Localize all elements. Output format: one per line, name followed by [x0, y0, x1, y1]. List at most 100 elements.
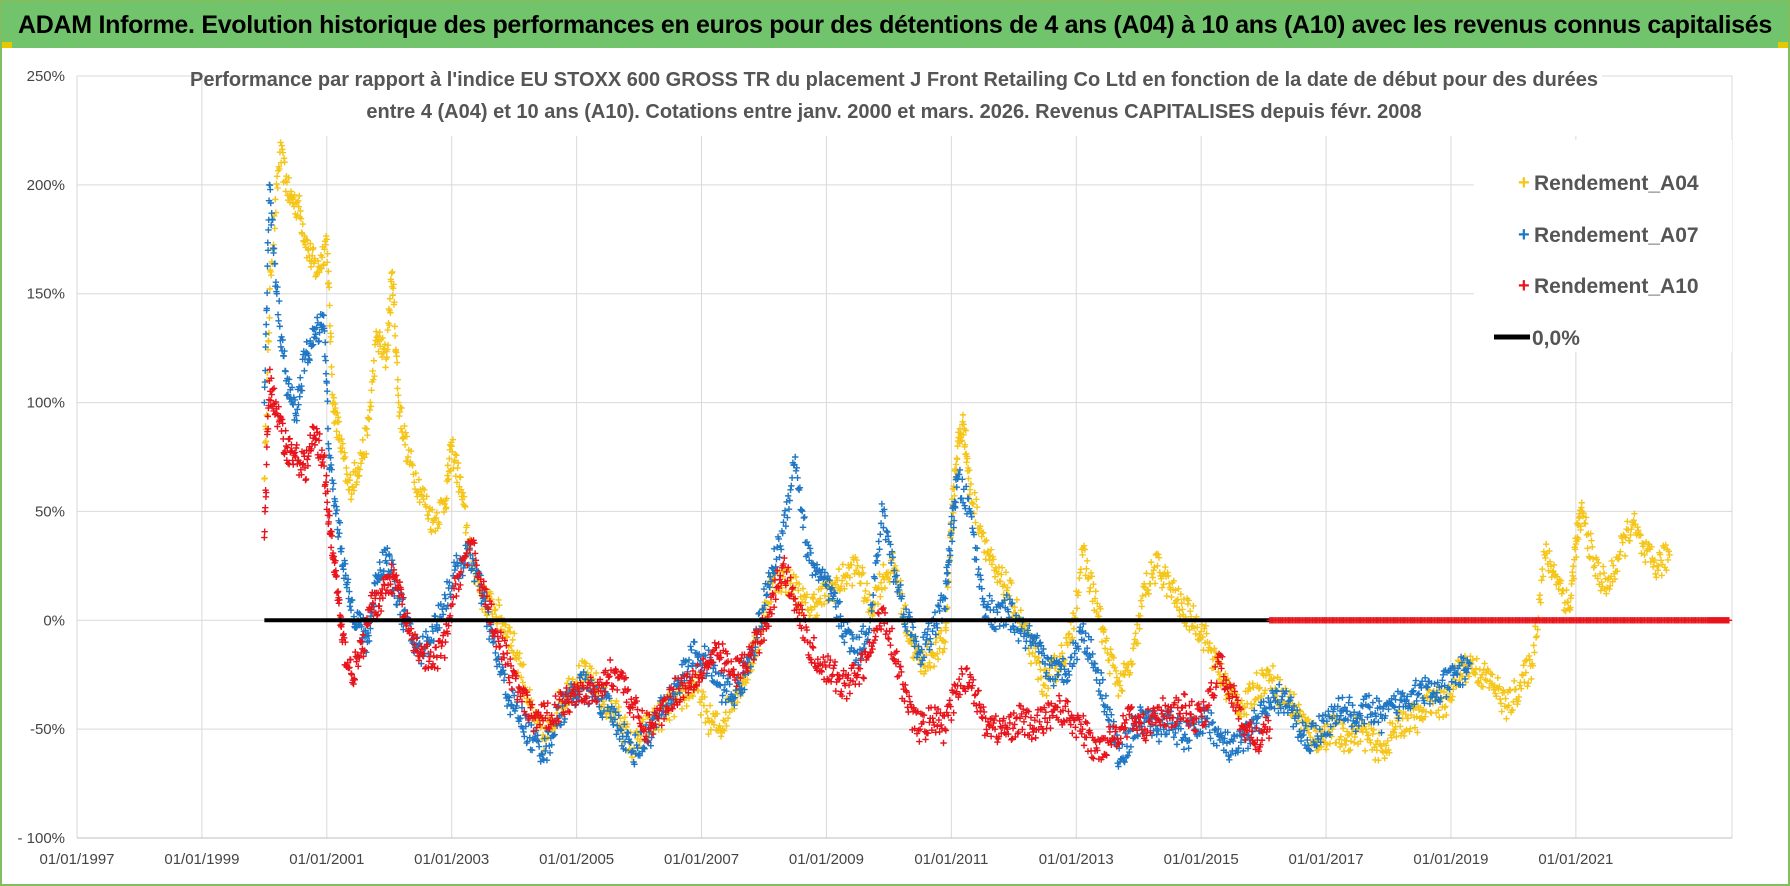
data-point-rendement-a07	[969, 525, 976, 532]
data-point-rendement-a07	[1304, 742, 1312, 749]
data-point-rendement-a07	[1412, 677, 1420, 684]
data-point-rendement-a04	[388, 269, 395, 277]
data-point-rendement-a10	[1175, 696, 1182, 704]
data-point-rendement-a07	[332, 510, 339, 517]
data-point-rendement-a07	[741, 686, 748, 693]
data-point-rendement-a07	[695, 651, 703, 658]
data-point-rendement-a04	[1088, 573, 1096, 580]
data-point-rendement-a04	[324, 250, 331, 257]
data-point-rendement-a07	[1025, 631, 1032, 639]
data-point-rendement-a07	[521, 712, 529, 719]
data-point-rendement-a04	[1529, 662, 1537, 669]
data-point-rendement-a10	[946, 697, 953, 704]
data-point-rendement-a10	[1027, 714, 1035, 721]
data-point-rendement-a04	[1186, 626, 1193, 634]
data-point-rendement-a10	[1237, 705, 1245, 713]
data-point-rendement-a04	[1177, 590, 1185, 598]
data-point-rendement-a10	[340, 634, 348, 642]
data-point-rendement-a07	[560, 718, 568, 726]
data-point-rendement-a10	[1117, 735, 1124, 742]
data-point-rendement-a04	[343, 464, 350, 472]
data-point-rendement-a04	[1083, 557, 1091, 564]
data-point-rendement-a04	[1236, 709, 1243, 717]
data-point-rendement-a07	[321, 353, 329, 360]
data-point-rendement-a10	[880, 604, 887, 612]
data-point-rendement-a10	[587, 674, 594, 681]
data-point-rendement-a07	[688, 646, 695, 654]
data-point-rendement-a10	[777, 572, 784, 579]
data-point-rendement-a10	[922, 736, 929, 743]
data-point-rendement-a07	[1315, 735, 1322, 743]
data-point-rendement-a04	[1525, 652, 1533, 660]
data-point-rendement-a04	[1261, 690, 1268, 697]
data-point-rendement-a07	[1037, 639, 1044, 646]
data-point-rendement-a07	[478, 600, 485, 607]
data-point-rendement-a10	[916, 725, 924, 733]
data-point-rendement-a10	[866, 639, 873, 646]
data-point-rendement-a07	[315, 337, 323, 345]
data-point-rendement-a04	[1515, 693, 1523, 701]
data-point-rendement-a10	[838, 692, 846, 700]
data-point-rendement-a04	[1469, 656, 1477, 664]
data-point-rendement-a10	[832, 687, 840, 695]
data-point-rendement-a04	[1333, 739, 1340, 747]
data-point-rendement-a10	[945, 712, 952, 719]
data-point-rendement-a07	[832, 603, 840, 610]
data-point-rendement-a07	[1226, 756, 1233, 764]
data-point-rendement-a04	[367, 403, 375, 410]
data-point-rendement-a07	[898, 593, 906, 600]
data-point-rendement-a04	[859, 569, 867, 577]
data-point-rendement-a04	[582, 660, 590, 667]
data-point-rendement-a04	[1066, 630, 1073, 637]
data-point-rendement-a04	[1448, 696, 1455, 704]
data-point-rendement-a07	[978, 585, 985, 592]
data-point-rendement-a10	[928, 726, 936, 734]
data-point-rendement-a07	[422, 628, 430, 635]
data-point-rendement-a04	[1002, 569, 1010, 576]
data-point-rendement-a10	[934, 705, 942, 713]
data-point-rendement-a04	[347, 471, 354, 479]
data-point-rendement-a04	[1004, 584, 1011, 591]
data-point-rendement-a04	[848, 561, 855, 568]
data-point-rendement-a04	[277, 139, 284, 146]
data-point-rendement-a04	[1322, 746, 1330, 753]
data-point-rendement-a07	[1221, 735, 1228, 742]
data-point-rendement-a07	[261, 399, 268, 406]
data-point-rendement-a04	[1362, 725, 1370, 733]
data-point-rendement-a07	[517, 715, 524, 722]
data-point-rendement-a04	[507, 628, 514, 636]
data-point-rendement-a07	[881, 512, 889, 520]
data-point-rendement-a07	[1002, 621, 1010, 628]
data-point-rendement-a04	[921, 662, 928, 669]
data-point-rendement-a07	[1055, 671, 1062, 679]
data-point-rendement-a04	[381, 341, 389, 348]
data-point-rendement-a10	[770, 591, 777, 599]
data-point-rendement-a10	[924, 729, 932, 737]
data-point-rendement-a07	[1113, 731, 1121, 739]
data-point-rendement-a04	[1635, 527, 1642, 534]
data-point-rendement-a07	[1297, 737, 1305, 745]
data-point-rendement-a10	[784, 564, 792, 571]
data-point-rendement-a04	[314, 257, 322, 265]
data-point-rendement-a07	[282, 368, 289, 375]
data-point-rendement-a07	[1464, 665, 1472, 672]
data-point-rendement-a04	[1547, 563, 1555, 570]
data-point-rendement-a04	[1155, 551, 1162, 558]
data-point-rendement-a04	[348, 490, 355, 498]
data-point-rendement-a07	[296, 393, 303, 400]
data-point-rendement-a04	[324, 259, 331, 266]
data-point-rendement-a04	[1580, 509, 1587, 517]
data-point-rendement-a04	[1582, 514, 1590, 521]
data-point-rendement-a07	[977, 576, 985, 583]
data-point-rendement-a07	[500, 677, 508, 684]
data-point-rendement-a07	[1439, 677, 1446, 684]
data-point-rendement-a10	[603, 679, 611, 686]
data-point-rendement-a10	[542, 715, 549, 722]
data-point-rendement-a10	[809, 643, 816, 650]
data-point-rendement-a04	[449, 436, 457, 443]
data-point-rendement-a10	[420, 650, 427, 657]
data-point-rendement-a07	[1418, 678, 1426, 685]
data-point-rendement-a07	[288, 384, 296, 391]
data-point-rendement-a10	[678, 679, 686, 686]
data-point-rendement-a04	[1369, 730, 1377, 738]
